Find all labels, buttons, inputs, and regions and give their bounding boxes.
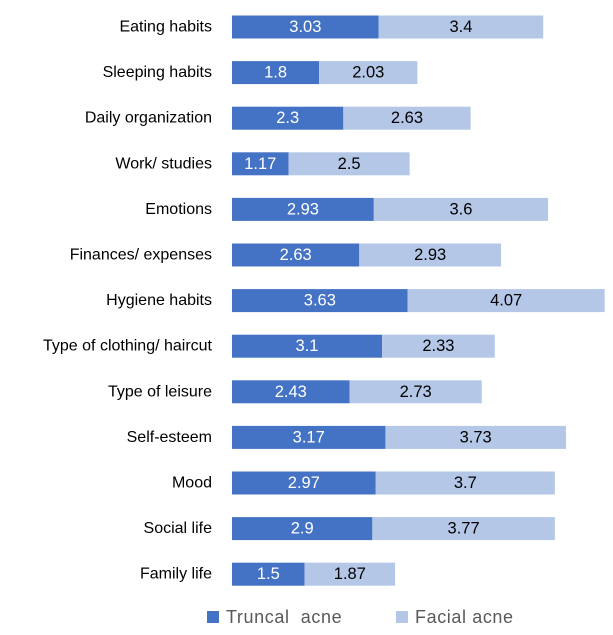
- data-label-truncal: 1.17: [244, 155, 276, 173]
- bar-facial: [288, 152, 410, 176]
- legend-label-truncal: Truncal acne: [226, 607, 342, 627]
- bar-truncal: [232, 517, 373, 541]
- bar-facial: [359, 243, 502, 267]
- legend-label-facial: Facial acne: [415, 607, 514, 627]
- data-label-facial: 2.33: [422, 337, 454, 355]
- data-label-facial: 3.6: [449, 200, 472, 218]
- data-label-truncal: 2.97: [288, 474, 320, 492]
- category-label: Hygiene habits: [106, 292, 212, 309]
- data-label-truncal: 2.63: [280, 246, 312, 264]
- bar-facial: [378, 15, 544, 39]
- bar-facial: [375, 471, 555, 495]
- data-label-facial: 2.63: [391, 109, 423, 127]
- bar-truncal: [232, 152, 289, 176]
- data-label-truncal: 3.1: [296, 337, 319, 355]
- category-label: Daily organization: [85, 110, 212, 127]
- data-label-facial: 4.07: [490, 292, 522, 310]
- bar-facial: [407, 289, 605, 313]
- category-label: Work/ studies: [115, 155, 212, 172]
- bar-truncal: [232, 197, 374, 221]
- category-label: Type of clothing/ haircut: [43, 338, 213, 355]
- bar-facial: [373, 197, 549, 221]
- bar-facial: [382, 334, 495, 358]
- data-label-truncal: 3.03: [289, 18, 321, 36]
- data-label-facial: 1.87: [334, 565, 366, 583]
- legend: Truncal acne Facial acne: [207, 607, 514, 627]
- legend-swatch-truncal: [207, 611, 219, 623]
- category-labels: Eating habits Sleeping habits Daily organi…: [43, 19, 213, 583]
- data-label-truncal: 3.63: [304, 292, 336, 310]
- data-label-truncal: 2.3: [276, 109, 299, 127]
- bars: [232, 15, 605, 586]
- data-label-facial: 3.7: [454, 474, 477, 492]
- bar-truncal: [232, 471, 376, 495]
- bar-facial: [372, 517, 555, 541]
- legend-swatch-facial: [396, 611, 408, 623]
- data-label-facial: 2.93: [414, 246, 446, 264]
- category-label: Eating habits: [119, 19, 212, 36]
- category-label: Mood: [172, 475, 212, 492]
- data-label-truncal: 2.93: [287, 200, 319, 218]
- category-label: Sleeping habits: [103, 64, 212, 81]
- bar-facial: [349, 380, 482, 404]
- category-label: Type of leisure: [108, 383, 212, 400]
- bar-truncal: [232, 106, 344, 130]
- bar-facial: [304, 562, 396, 586]
- category-label: Self-esteem: [127, 429, 212, 446]
- category-label: Emotions: [145, 201, 212, 218]
- data-label-truncal: 1.5: [257, 565, 280, 583]
- category-label: Social life: [144, 520, 213, 537]
- bar-truncal: [232, 425, 386, 449]
- data-label-facial: 3.4: [449, 18, 472, 36]
- data-label-facial: 2.5: [338, 155, 361, 173]
- data-label-truncal: 3.17: [293, 428, 325, 446]
- data-label-facial: 2.03: [352, 64, 384, 82]
- category-label: Finances/ expenses: [70, 247, 212, 264]
- bar-facial: [319, 61, 418, 85]
- bar-truncal: [232, 380, 350, 404]
- category-label: Family life: [140, 566, 212, 583]
- data-label-truncal: 2.43: [275, 383, 307, 401]
- bar-truncal: [232, 334, 383, 358]
- bar-facial: [385, 425, 566, 449]
- bar-truncal: [232, 15, 379, 39]
- bar-truncal: [232, 562, 305, 586]
- data-label-facial: 3.73: [460, 428, 492, 446]
- value-labels: 3.03 3.4 1.8 2.03 2.3 2.63 1.17 2.5 2.93 3.6 2.63 2…: [244, 18, 522, 583]
- data-label-facial: 2.73: [400, 383, 432, 401]
- bar-facial: [343, 106, 471, 130]
- bar-truncal: [232, 289, 408, 313]
- bar-truncal: [232, 61, 320, 85]
- data-label-truncal: 1.8: [264, 64, 287, 82]
- data-label-facial: 3.77: [448, 520, 480, 538]
- data-label-truncal: 2.9: [291, 520, 314, 538]
- bar-truncal: [232, 243, 360, 267]
